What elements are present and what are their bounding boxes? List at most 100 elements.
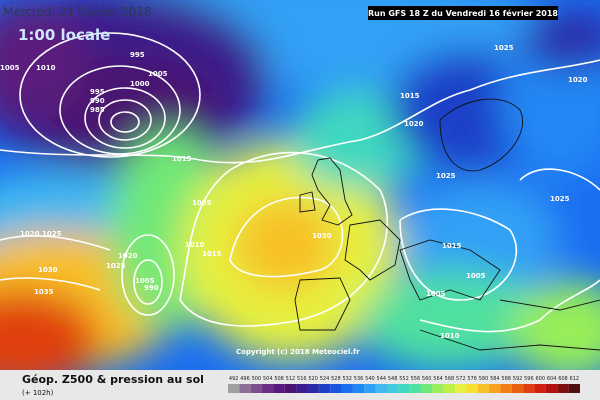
scale-label: 592 (513, 376, 523, 382)
coastlines (294, 98, 600, 351)
scale-label: 588 (501, 376, 511, 382)
scale-swatch (250, 384, 263, 393)
forecast-date: Mercredi 21 février 2018 (3, 5, 152, 19)
scale-label: 512 (286, 376, 296, 382)
isobar-label: 995 (90, 88, 105, 96)
color-scale: 492 496 500 504 508 512 516 520 524 528 532 536 540 5… (228, 376, 580, 393)
scale-label: 520 (308, 376, 318, 382)
scale-swatch (352, 384, 365, 393)
scale-swatch (443, 384, 456, 393)
isobar-label: 1015 (202, 250, 222, 258)
scale-label: 556 (411, 376, 421, 382)
scale-swatch (364, 384, 376, 393)
isobar-label: 1000 (130, 80, 150, 88)
scale-swatch (307, 384, 319, 393)
isobar-labels: 1005 1010 995 1000 1005 995 990 985 1015… (0, 44, 588, 340)
isobar-label: 995 (130, 51, 145, 59)
isobar-label: 1005 (426, 290, 446, 298)
scale-swatch (330, 384, 342, 393)
scale-swatch (273, 384, 285, 393)
scale-label: 584 (490, 376, 500, 382)
scale-label: 528 (331, 376, 341, 382)
scale-swatch (523, 384, 535, 393)
scale-label: 508 (274, 376, 284, 382)
scale-label: 492 (229, 376, 239, 382)
scale-swatch (228, 384, 240, 393)
isobar-label: 1030 (312, 232, 332, 240)
isobar-label: 1005 (135, 277, 155, 285)
scale-swatch (318, 384, 331, 393)
isobar-label: 1005 (192, 199, 212, 207)
isobar-label: 1015 (400, 92, 420, 100)
scale-swatch (511, 384, 524, 393)
isobar-label: 1020 (568, 76, 588, 84)
scale-swatch (421, 384, 433, 393)
scale-label: 600 (535, 376, 545, 382)
scale-label: 532 (342, 376, 352, 382)
scale-swatch (568, 384, 580, 393)
isobar-label: 1010 (36, 64, 56, 72)
scale-label: 576 (467, 376, 477, 382)
isobar-label: 1010 (185, 241, 205, 249)
scale-label: 608 (558, 376, 568, 382)
scale-swatch (375, 384, 387, 393)
scale-label: 536 (354, 376, 364, 382)
isobar-label: 990 (144, 284, 159, 292)
isobar-label: 990 (90, 97, 105, 105)
isobar-label: 1005 (466, 272, 486, 280)
scale-label: 612 (570, 376, 580, 382)
forecast-lead: (+ 102h) (22, 389, 54, 397)
isobar-label: 1015 (172, 155, 192, 163)
scale-swatch (239, 384, 251, 393)
scale-label: 572 (456, 376, 466, 382)
scale-swatch (455, 384, 467, 393)
scale-swatch (284, 384, 297, 393)
isobars (0, 32, 600, 333)
scale-label: 496 (240, 376, 250, 382)
scale-swatch (534, 384, 546, 393)
scale-swatch (296, 384, 308, 393)
scale-label: 524 (320, 376, 330, 382)
scale-label: 596 (524, 376, 534, 382)
isobar-label: 1030 (38, 266, 58, 274)
scale-label: 564 (433, 376, 443, 382)
scale-swatch (500, 384, 512, 393)
isobar-label: 1025 (494, 44, 514, 52)
scale-swatch (398, 384, 410, 393)
run-box (368, 6, 558, 20)
isobar-label: 1035 (34, 288, 54, 296)
scale-swatch (489, 384, 501, 393)
scale-swatch (341, 384, 353, 393)
isobar-label: 1010 (440, 332, 460, 340)
scale-label: 500 (252, 376, 262, 382)
isobar-label: 985 (90, 106, 105, 114)
scale-swatch (386, 384, 399, 393)
isobar-label: 1005 (0, 64, 20, 72)
isobar-label: 1025 (42, 230, 62, 238)
scale-label: 548 (388, 376, 398, 382)
scale-label: 580 (479, 376, 489, 382)
scale-label: 516 (297, 376, 307, 382)
local-time: 1:00 locale (18, 26, 110, 44)
scale-swatch (262, 384, 274, 393)
isobar-label: 1020 (404, 120, 424, 128)
scale-swatch (557, 384, 569, 393)
scale-label: 504 (263, 376, 273, 382)
isobar-label: 1025 (550, 195, 570, 203)
copyright: Copyright (c) 2018 Meteociel.fr (236, 348, 360, 356)
scale-swatch (432, 384, 444, 393)
scale-label: 552 (399, 376, 409, 382)
scale-label: 544 (377, 376, 387, 382)
map-field (0, 0, 600, 370)
isobar-label: 1015 (442, 242, 462, 250)
scale-label: 560 (422, 376, 432, 382)
isobar-label: 1025 (436, 172, 456, 180)
scale-swatch (545, 384, 558, 393)
scale-swatch (477, 384, 490, 393)
isobar-label: 1005 (148, 70, 168, 78)
isobar-label: 1020 (20, 230, 40, 238)
isobar-label: 1020 (118, 252, 138, 260)
scale-label: 568 (445, 376, 455, 382)
scale-swatch (466, 384, 478, 393)
